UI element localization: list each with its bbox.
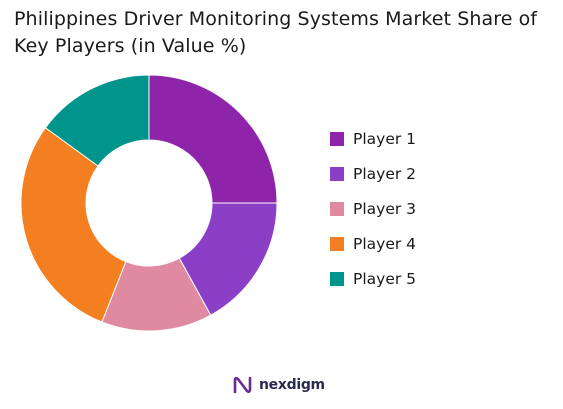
donut-slices	[20, 74, 278, 332]
legend-swatch	[330, 271, 344, 286]
legend-item-5: Player 5	[330, 261, 416, 296]
donut-slice-5	[44, 74, 150, 167]
legend-label: Player 1	[353, 129, 417, 148]
legend-swatch	[330, 131, 344, 146]
legend-label: Player 3	[353, 199, 417, 218]
chart-title: Philippines Driver Monitoring Systems Ma…	[14, 8, 538, 57]
legend-item-4: Player 4	[330, 226, 416, 261]
brand-name: nexdigm	[259, 377, 325, 393]
legend-swatch	[330, 236, 344, 251]
legend-item-1: Player 1	[330, 121, 416, 156]
legend-label: Player 5	[353, 269, 417, 288]
legend-item-2: Player 2	[330, 156, 416, 191]
brand-logo: nexdigm	[232, 375, 325, 395]
legend-swatch	[330, 166, 344, 181]
nexdigm-logo-icon	[233, 376, 252, 394]
legend-item-3: Player 3	[330, 191, 416, 226]
legend-swatch	[330, 201, 344, 216]
chart-legend: Player 1 Player 2 Player 3 Player 4 Player 5	[330, 121, 416, 296]
legend-label: Player 2	[353, 164, 417, 183]
donut-slice-4	[20, 127, 127, 323]
donut-slice-1	[148, 74, 278, 204]
legend-label: Player 4	[353, 234, 417, 253]
